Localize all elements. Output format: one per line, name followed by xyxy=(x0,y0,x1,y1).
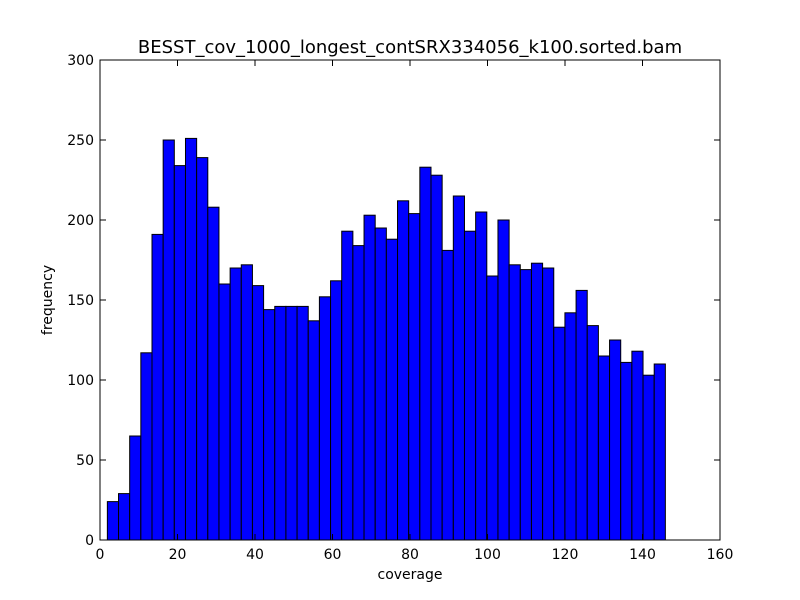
histogram-bar xyxy=(274,305,287,541)
histogram-bar xyxy=(553,326,566,541)
x-tick-label: 0 xyxy=(96,547,105,563)
histogram-bar xyxy=(653,363,666,541)
histogram-bar xyxy=(229,267,242,541)
histogram-bar xyxy=(240,264,253,541)
histogram-bar xyxy=(374,227,387,541)
histogram-bar xyxy=(430,174,443,541)
histogram-bar xyxy=(597,355,611,541)
histogram-bar xyxy=(352,245,365,541)
x-tick-label: 80 xyxy=(401,547,419,563)
histogram-bar xyxy=(530,262,544,541)
x-tick-label: 140 xyxy=(629,547,656,563)
histogram-bar xyxy=(151,233,164,541)
histogram-bar xyxy=(419,166,432,541)
histogram-bar xyxy=(441,249,454,541)
histogram-bar xyxy=(408,213,421,541)
histogram-bar xyxy=(129,435,142,541)
histogram-bar xyxy=(463,230,477,541)
histogram-bar xyxy=(285,305,298,541)
y-axis-label: frequency xyxy=(40,265,56,335)
x-tick-label: 60 xyxy=(324,547,342,563)
y-tick-label: 100 xyxy=(67,373,94,389)
y-tick-label: 0 xyxy=(85,533,94,549)
histogram-bar xyxy=(118,493,131,541)
histogram-bar xyxy=(173,165,186,541)
histogram-bar xyxy=(363,214,376,541)
histogram-bar xyxy=(486,275,499,541)
x-tick-label: 40 xyxy=(246,547,264,563)
x-tick-label: 100 xyxy=(474,547,501,563)
histogram-bar xyxy=(330,280,343,541)
histogram-bar xyxy=(397,200,410,541)
histogram-bar xyxy=(620,361,633,541)
histogram-bar xyxy=(452,195,465,541)
x-tick-label: 20 xyxy=(169,547,187,563)
histogram-bar xyxy=(341,230,354,541)
histogram-bar xyxy=(631,350,644,541)
histogram-bar xyxy=(307,320,320,541)
x-tick-label: 120 xyxy=(552,547,579,563)
y-ticks-layer: 0 50 100 150 200 250 300 xyxy=(67,53,720,549)
histogram-bar xyxy=(296,305,309,541)
histogram-bar xyxy=(642,374,655,541)
histogram-bar xyxy=(575,289,588,541)
histogram-bar xyxy=(207,206,220,541)
histogram-bar xyxy=(140,352,153,541)
histogram-bar xyxy=(196,157,209,541)
y-tick-label: 200 xyxy=(67,213,94,229)
histogram-bar xyxy=(184,137,198,541)
chart-title: BESST_cov_1000_longest_contSRX334056_k10… xyxy=(138,37,682,58)
y-tick-label: 250 xyxy=(67,133,94,149)
histogram-bar xyxy=(318,296,332,541)
y-tick-label: 50 xyxy=(76,453,94,469)
histogram-bar xyxy=(251,285,265,541)
histogram-bar xyxy=(385,238,399,541)
histogram-bar xyxy=(218,283,231,541)
y-tick-label: 300 xyxy=(67,53,94,69)
x-axis-label: coverage xyxy=(378,567,443,583)
histogram-bar xyxy=(564,312,577,541)
histogram-bar xyxy=(586,325,599,541)
histogram-bar xyxy=(542,267,555,541)
histogram-bar xyxy=(475,211,488,541)
x-ticks-layer: 0 20 40 60 80 100 120 140 160 xyxy=(96,60,734,563)
histogram-bar xyxy=(508,264,521,541)
histogram-bar xyxy=(263,309,276,541)
histogram-bar xyxy=(519,269,532,541)
x-tick-label: 160 xyxy=(707,547,734,563)
histogram-bar xyxy=(497,219,510,541)
y-tick-label: 150 xyxy=(67,293,94,309)
histogram-bar xyxy=(609,339,622,541)
histogram-bar xyxy=(162,139,175,541)
histogram-bar xyxy=(106,501,120,541)
